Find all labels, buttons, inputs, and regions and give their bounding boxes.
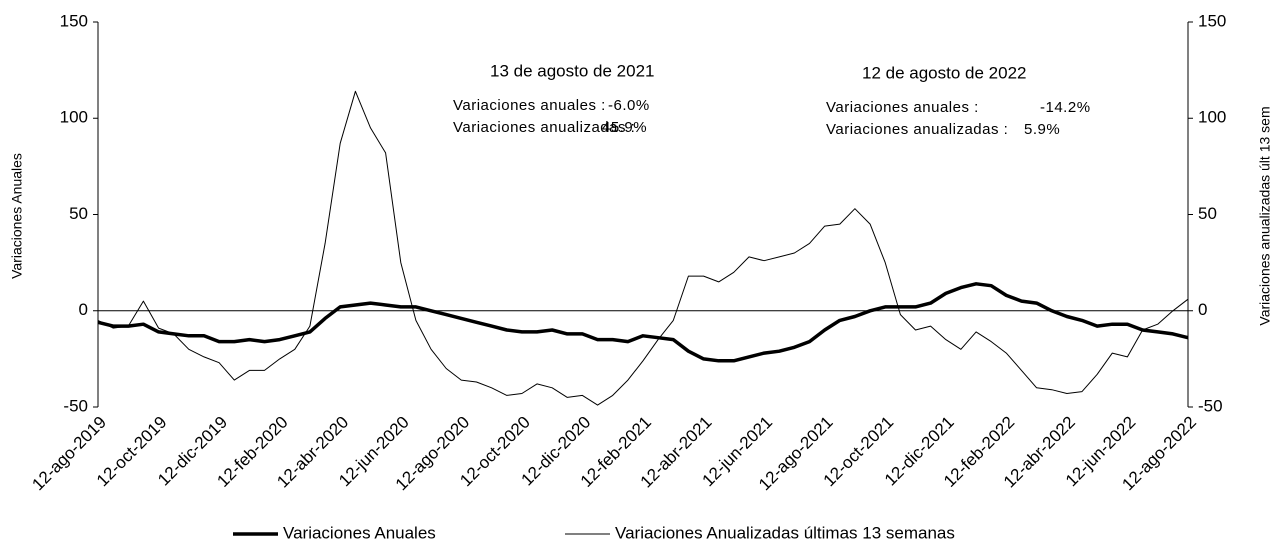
y2-tick-label: -50 [1198,396,1223,415]
legend-label: Variaciones Anuales [283,523,436,542]
y2-tick-label: 50 [1198,204,1217,223]
y2-tick-label: 100 [1198,108,1226,127]
annotation-label: Variaciones anualizadas : [826,121,1008,138]
annotation-value: 5.9% [1024,121,1060,138]
y-tick-label: -50 [63,396,88,415]
annotation-title: 13 de agosto de 2021 [490,61,654,80]
line-series [97,90,1189,406]
y-tick-label: 100 [60,108,88,127]
annotation-label: Variaciones anuales : [453,97,606,114]
annotation-value: -6.0% [608,97,650,114]
annotation-title: 12 de agosto de 2022 [862,63,1026,82]
annotation-value: 45.9% [602,119,647,136]
y-tick-label: 0 [79,300,88,319]
line-series [97,282,1189,363]
annotation-value: -14.2% [1040,99,1091,116]
y-tick-label: 150 [60,11,88,30]
annotation-label: Variaciones anuales : [826,99,979,116]
y-tick-label: 50 [69,204,88,223]
legend-label: Variaciones Anualizadas últimas 13 seman… [615,523,955,542]
y2-tick-label: 150 [1198,11,1226,30]
y-axis-label: Variaciones Anuales [9,153,25,279]
annotation-label: Variaciones anualizadas : [453,119,635,136]
y2-tick-label: 0 [1198,300,1207,319]
y2-axis-label: Variaciones anualizadas últ 13 sem [1257,106,1273,325]
